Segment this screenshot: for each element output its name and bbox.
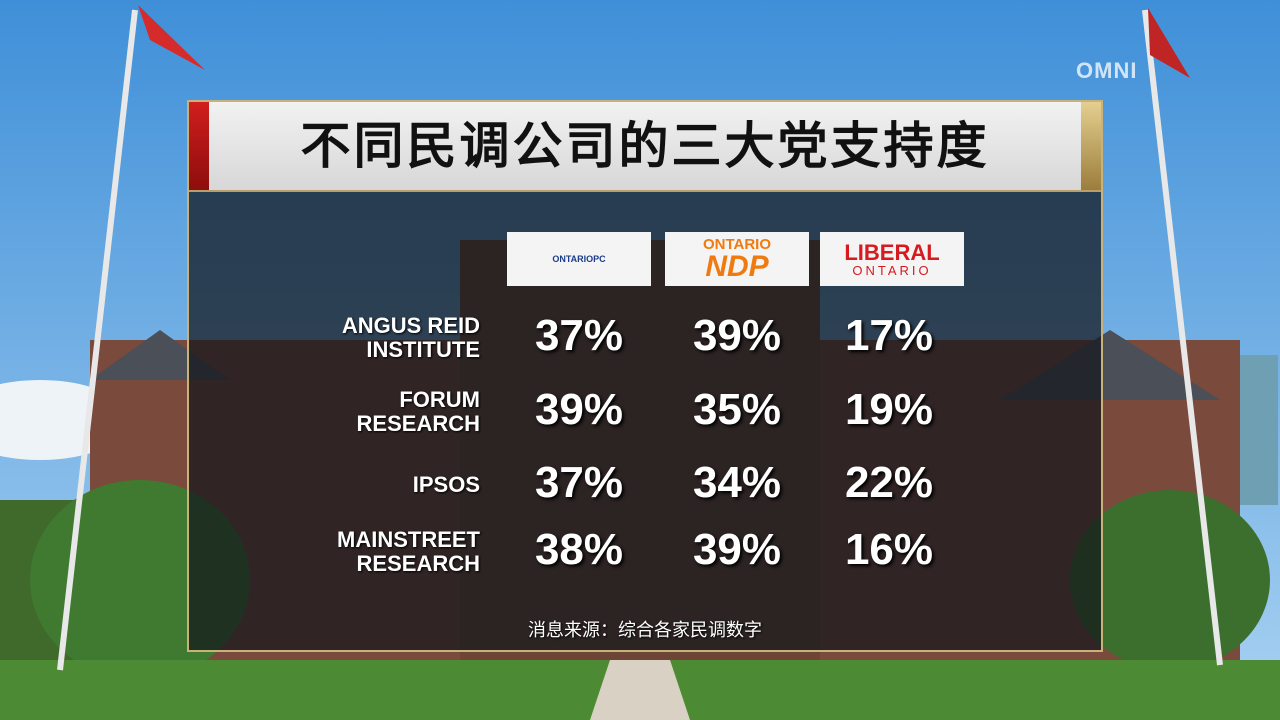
watermark: OMNI: [1076, 58, 1138, 83]
logo-text: ONTARIO: [702, 235, 772, 253]
logo-text: ONTARIOPC: [552, 253, 606, 264]
poll-panel: 不同民调公司的三大党支持度 ONTARIOPC ONTARIO NDP LIBERAL…: [187, 100, 1103, 652]
party-logo: ONTARIOPC: [507, 232, 651, 286]
title: 不同民调公司的三大党支持度: [300, 117, 990, 175]
title-bar: 不同民调公司的三大党支持度: [189, 102, 1101, 192]
name-line: RESEARCH: [356, 411, 480, 436]
source-note: 消息来源：综合各家民调数字: [528, 620, 762, 641]
support-value: 35%: [692, 385, 782, 434]
support-value: 34%: [692, 458, 782, 507]
pollster-name: MAINSTREET RESEARCH: [220, 528, 480, 576]
name-line: MAINSTREET: [337, 527, 480, 552]
support-value: 37%: [534, 311, 624, 360]
support-value: 39%: [534, 385, 624, 434]
support-value: 19%: [844, 385, 934, 434]
name-line: RESEARCH: [356, 551, 480, 576]
logo-text: LIBERAL: [844, 239, 940, 265]
name-line: IPSOS: [412, 472, 480, 497]
support-value: 39%: [692, 311, 782, 360]
name-line: ANGUS REID: [341, 313, 480, 338]
name-line: FORUM: [399, 387, 480, 412]
pollster-name: IPSOS: [220, 473, 480, 497]
support-value: 22%: [844, 458, 934, 507]
support-value: 37%: [534, 458, 624, 507]
support-value: 39%: [692, 525, 782, 574]
pollster-name: ANGUS REID INSTITUTE: [220, 314, 480, 362]
pollster-name: FORUM RESEARCH: [220, 388, 480, 436]
accent: [1081, 102, 1101, 190]
support-value: 16%: [844, 525, 934, 574]
support-value: 38%: [534, 525, 624, 574]
logo-text: ONTARIO: [852, 262, 932, 278]
party-logo: LIBERAL ONTARIO: [820, 232, 964, 286]
logo-text: NDP: [705, 249, 769, 283]
accent: [189, 102, 209, 190]
party-logo: ONTARIO NDP: [665, 232, 809, 286]
name-line: INSTITUTE: [366, 337, 480, 362]
support-value: 17%: [844, 311, 934, 360]
